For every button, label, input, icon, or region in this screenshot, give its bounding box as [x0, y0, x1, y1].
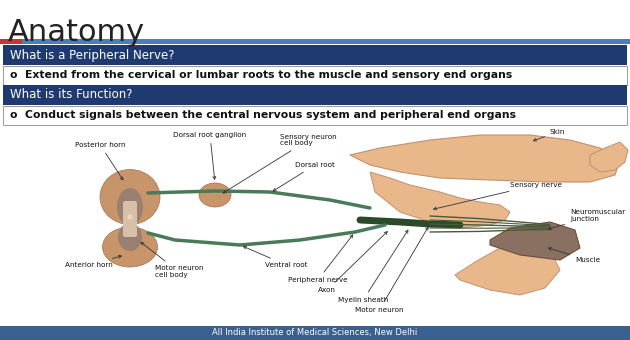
Text: Anatomy: Anatomy [8, 18, 145, 47]
Text: What is a Peripheral Nerve?: What is a Peripheral Nerve? [10, 49, 175, 62]
Text: Neuromuscular
junction: Neuromuscular junction [549, 208, 625, 230]
Text: All India Institute of Medical Sciences, New Delhi: All India Institute of Medical Sciences,… [212, 328, 418, 338]
Text: Posterior horn: Posterior horn [75, 142, 125, 180]
Text: Motor neuron: Motor neuron [355, 227, 428, 313]
Text: Skin: Skin [534, 129, 565, 141]
Text: Dorsal root: Dorsal root [273, 162, 335, 191]
Ellipse shape [100, 170, 160, 224]
Polygon shape [370, 172, 510, 228]
Ellipse shape [118, 223, 142, 251]
Text: Dorsal root ganglion: Dorsal root ganglion [173, 132, 246, 179]
Text: Ventral root: Ventral root [243, 246, 307, 268]
FancyBboxPatch shape [3, 106, 627, 125]
Text: Axon: Axon [318, 232, 387, 293]
Text: Muscle: Muscle [549, 248, 600, 263]
Ellipse shape [127, 215, 132, 220]
Text: Motor neuron
cell body: Motor neuron cell body [141, 242, 203, 278]
FancyBboxPatch shape [3, 45, 627, 65]
Polygon shape [490, 222, 580, 260]
Text: Anterior horn: Anterior horn [65, 255, 122, 268]
FancyBboxPatch shape [3, 66, 627, 85]
Ellipse shape [199, 183, 231, 207]
Text: Myelin sheath: Myelin sheath [338, 230, 408, 303]
Text: o  Extend from the cervical or lumbar roots to the muscle and sensory end organs: o Extend from the cervical or lumbar roo… [10, 70, 512, 81]
Ellipse shape [117, 188, 143, 226]
Text: Sensory nerve: Sensory nerve [433, 182, 562, 210]
Polygon shape [590, 142, 628, 172]
Polygon shape [455, 240, 560, 295]
Text: Peripheral nerve: Peripheral nerve [288, 235, 353, 283]
FancyBboxPatch shape [3, 85, 627, 105]
FancyBboxPatch shape [0, 39, 22, 44]
Text: Sensory neuron
cell body: Sensory neuron cell body [223, 134, 336, 193]
FancyBboxPatch shape [0, 39, 630, 44]
Text: o  Conduct signals between the central nervous system and peripheral end organs: o Conduct signals between the central ne… [10, 110, 516, 120]
FancyBboxPatch shape [0, 326, 630, 340]
FancyBboxPatch shape [123, 201, 137, 237]
Text: What is its Function?: What is its Function? [10, 88, 132, 102]
Ellipse shape [103, 227, 158, 267]
FancyBboxPatch shape [0, 39, 20, 44]
Polygon shape [350, 135, 620, 182]
